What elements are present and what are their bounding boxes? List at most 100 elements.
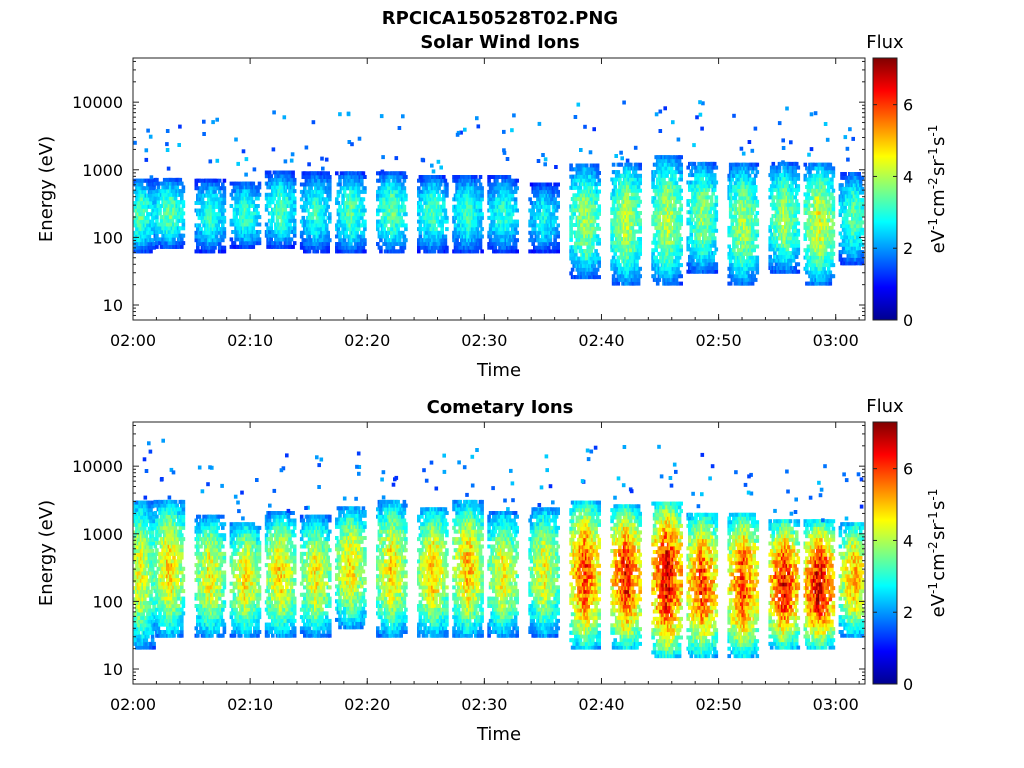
- spectrogram-cell: [257, 230, 262, 234]
- spectrogram-cell: [551, 193, 556, 198]
- spectrogram-cell: [591, 174, 595, 179]
- spectrogram-cell: [243, 204, 248, 208]
- spectrogram-cell: [676, 259, 680, 264]
- spectrogram-cell: [493, 212, 498, 217]
- spectrogram-cell: [633, 145, 638, 150]
- spectrogram-cell: [610, 211, 614, 215]
- spectrogram-cell: [269, 192, 273, 197]
- spectrogram-cell: [478, 204, 483, 209]
- spectrogram-cell: [382, 208, 386, 213]
- spectrogram-cell: [478, 238, 483, 243]
- spectrogram-cell: [335, 234, 339, 239]
- spectrogram-cell: [574, 252, 578, 257]
- spectrogram-cell: [161, 189, 165, 194]
- spectrogram-cell: [216, 223, 220, 228]
- spectrogram-cell: [320, 208, 324, 213]
- spectrogram-cell: [689, 236, 694, 241]
- spectrogram-cell: [175, 215, 179, 220]
- spectrogram-cell: [338, 189, 342, 194]
- spectrogram-cell: [323, 171, 327, 176]
- spectrogram-cell: [456, 223, 461, 228]
- spectrogram-cell: [278, 241, 283, 246]
- spectrogram-cell: [689, 254, 694, 259]
- spectrogram-cell: [595, 197, 600, 201]
- spectrogram-cell: [353, 223, 358, 228]
- spectrogram-cell: [676, 196, 680, 201]
- spectrogram-cell: [619, 150, 623, 155]
- spectrogram-cell: [144, 208, 149, 213]
- spectrogram-cell: [292, 196, 297, 201]
- spectrogram-cell: [360, 175, 364, 179]
- spectrogram-cell: [629, 251, 633, 256]
- spectrogram-cell: [475, 227, 480, 232]
- spectrogram-cell: [256, 204, 260, 208]
- spectrogram-cell: [382, 178, 386, 183]
- spectrogram-cell: [554, 186, 559, 191]
- spectrogram-cell: [440, 219, 444, 224]
- spectrogram-cell: [654, 233, 658, 238]
- spectrogram-cell: [249, 218, 254, 223]
- spectrogram-cell: [588, 150, 593, 155]
- spectrogram-cell: [589, 249, 594, 254]
- spectrogram-cell: [254, 215, 259, 220]
- spectrogram-cell: [570, 267, 575, 272]
- spectrogram-cell: [291, 215, 295, 220]
- spectrogram-cell: [574, 200, 578, 205]
- spectrogram-cell: [418, 234, 423, 239]
- spectrogram-cell: [320, 156, 324, 161]
- spectrogram-cell: [657, 218, 662, 223]
- spectrogram-cell: [610, 225, 614, 230]
- spectrogram-cell: [663, 211, 668, 215]
- spectrogram-cell: [572, 223, 576, 227]
- spectrogram-cell: [515, 186, 519, 191]
- spectrogram-cell: [289, 207, 294, 212]
- spectrogram-cell: [253, 230, 257, 234]
- spectrogram-cell: [677, 158, 682, 163]
- spectrogram-cell: [589, 219, 594, 224]
- spectrogram-cell: [291, 174, 295, 179]
- spectrogram-cell: [510, 230, 515, 235]
- spectrogram-cell: [299, 242, 304, 246]
- spectrogram-cell: [666, 274, 671, 279]
- spectrogram-cell: [512, 234, 516, 239]
- spectrogram-cell: [440, 238, 444, 243]
- spectrogram-cell: [309, 238, 313, 243]
- spectrogram-cell: [591, 271, 595, 276]
- spectrogram-cell: [402, 171, 407, 176]
- spectrogram-cell: [424, 175, 429, 179]
- spectrogram-cell: [583, 260, 587, 265]
- spectrogram-cell: [303, 208, 307, 213]
- spectrogram-cell: [239, 185, 243, 190]
- spectrogram-cell: [618, 177, 622, 182]
- spectrogram-cell: [686, 202, 690, 207]
- spectrogram-cell: [180, 237, 184, 242]
- spectrogram-cell: [320, 189, 324, 194]
- spectrogram-cell: [513, 189, 518, 194]
- spectrogram-cell: [584, 256, 589, 261]
- spectrogram-cell: [304, 204, 309, 209]
- spectrogram-cell: [528, 238, 532, 243]
- spectrogram-cell: [152, 189, 156, 194]
- spectrogram-cell: [570, 215, 575, 220]
- spectrogram-cell: [589, 234, 594, 239]
- spectrogram-cell: [443, 242, 448, 246]
- spectrogram-cell: [501, 215, 505, 220]
- spectrogram-cell: [427, 238, 432, 243]
- spectrogram-cell: [592, 197, 597, 201]
- spectrogram-cell: [475, 197, 480, 202]
- spectrogram-cell: [275, 185, 280, 190]
- spectrogram-cell: [200, 238, 205, 243]
- spectrogram-cell: [689, 214, 694, 218]
- spectrogram-cell: [574, 182, 578, 187]
- spectrogram-cell: [380, 230, 385, 235]
- spectrogram-cell: [349, 182, 353, 187]
- spectrogram-cell: [697, 199, 701, 204]
- spectrogram-cell: [573, 115, 578, 119]
- spectrogram-cell: [575, 241, 580, 246]
- spectrogram-cell: [323, 212, 327, 217]
- spectrogram-cell: [309, 186, 313, 191]
- spectrogram-cell: [356, 204, 361, 209]
- spectrogram-cell: [271, 244, 275, 249]
- spectrogram-cell: [597, 226, 601, 231]
- spectrogram-cell: [531, 208, 535, 213]
